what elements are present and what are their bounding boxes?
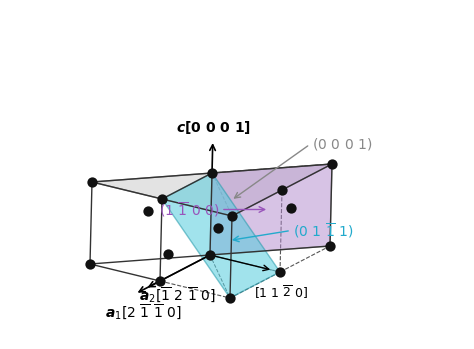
Polygon shape bbox=[210, 164, 332, 255]
Point bbox=[156, 278, 164, 284]
Point bbox=[226, 295, 234, 301]
Point bbox=[326, 243, 334, 249]
Text: $(1\ \overline{1}\ 0\ 0)$: $(1\ \overline{1}\ 0\ 0)$ bbox=[159, 200, 219, 219]
Text: $(0\ 0\ 0\ 1)$: $(0\ 0\ 0\ 1)$ bbox=[312, 136, 373, 152]
Point bbox=[88, 179, 96, 185]
Point bbox=[86, 261, 94, 267]
Point bbox=[287, 205, 295, 211]
Point bbox=[164, 252, 172, 257]
Point bbox=[208, 170, 216, 176]
Polygon shape bbox=[162, 173, 280, 298]
Point bbox=[278, 187, 286, 193]
Point bbox=[328, 161, 336, 167]
Point bbox=[214, 225, 221, 231]
Point bbox=[206, 252, 214, 258]
Text: $\boldsymbol{a}_2[\overline{1}\ 2\ \overline{1}\ 0]$: $\boldsymbol{a}_2[\overline{1}\ 2\ \over… bbox=[139, 285, 216, 305]
Point bbox=[276, 269, 284, 275]
Point bbox=[158, 196, 166, 202]
Text: $\boldsymbol{c}$[0 0 0 1]: $\boldsymbol{c}$[0 0 0 1] bbox=[176, 119, 251, 136]
Text: $(0\ 1\ \overline{1}\ 1)$: $(0\ 1\ \overline{1}\ 1)$ bbox=[293, 221, 354, 240]
Point bbox=[228, 213, 236, 219]
Point bbox=[144, 208, 152, 214]
Text: $[1\ 1\ \overline{2}\ 0]$: $[1\ 1\ \overline{2}\ 0]$ bbox=[254, 284, 309, 301]
Text: $\boldsymbol{a}_1[2\ \overline{1}\ \overline{1}\ 0]$: $\boldsymbol{a}_1[2\ \overline{1}\ \over… bbox=[105, 303, 182, 322]
Polygon shape bbox=[92, 164, 332, 216]
